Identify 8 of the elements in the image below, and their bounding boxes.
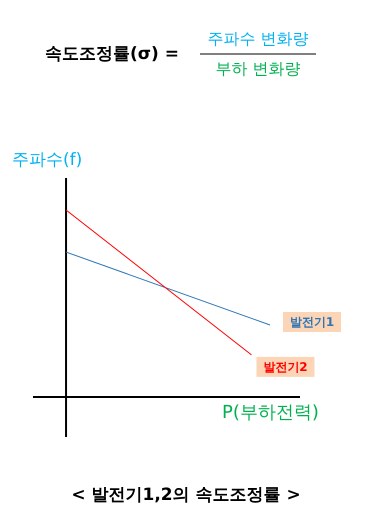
series-label: 발전기1	[290, 314, 334, 329]
text: < 발전기1,2의 속도조정률 >	[71, 485, 301, 505]
series-label: 발전기2	[263, 360, 308, 374]
text: 주파수 변화량	[207, 29, 309, 48]
x-axis-title: P(부하전력)	[222, 402, 319, 423]
text: 속도조정률(σ) =	[45, 44, 179, 64]
y-axis-title: 주파수(f)	[12, 150, 82, 170]
text: 부하 변화량	[215, 59, 301, 78]
